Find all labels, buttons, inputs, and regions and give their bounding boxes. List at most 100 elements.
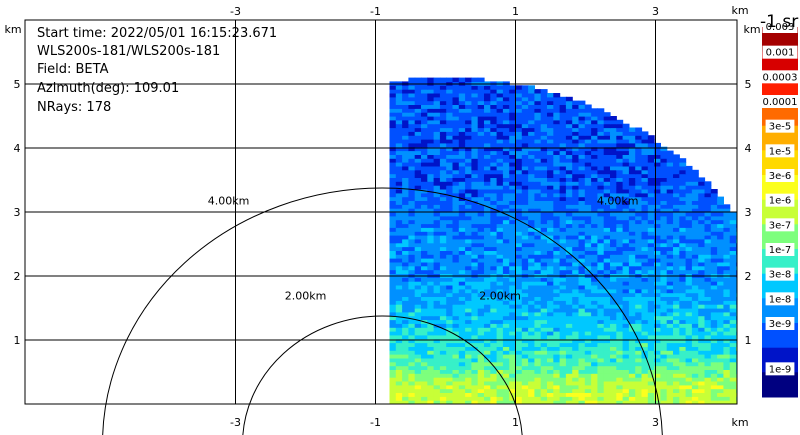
heatmap-cell <box>421 235 428 240</box>
heatmap-cell <box>528 354 535 359</box>
heatmap-cell <box>635 169 643 175</box>
heatmap-cell <box>704 223 712 228</box>
heatmap-cell <box>673 169 680 175</box>
heatmap-cell <box>490 189 498 194</box>
heatmap-cell <box>421 131 428 136</box>
heatmap-cell <box>603 231 611 236</box>
heatmap-cell <box>414 308 422 313</box>
heatmap-cell <box>755 312 762 316</box>
heatmap-cell <box>591 135 598 140</box>
heatmap-cell <box>603 177 611 182</box>
heatmap-cell <box>710 304 718 309</box>
heatmap-cell <box>528 338 535 344</box>
heatmap-cell <box>389 334 397 340</box>
heatmap-cell <box>616 346 624 351</box>
heatmap-cell <box>647 396 655 401</box>
heatmap-cell <box>521 196 529 201</box>
heatmap-cell <box>439 231 447 236</box>
heatmap-cell <box>635 315 643 321</box>
heatmap-cell <box>641 162 649 167</box>
heatmap-cell <box>496 304 504 309</box>
heatmap-cell <box>477 135 485 140</box>
heatmap-cell <box>395 258 403 263</box>
heatmap-cell <box>660 154 668 159</box>
heatmap-cell <box>723 311 731 317</box>
heatmap-cell <box>565 304 573 309</box>
heatmap-cell <box>471 350 479 355</box>
heatmap-cell <box>496 173 504 178</box>
heatmap-cell <box>465 377 472 382</box>
heatmap-cell <box>502 215 510 221</box>
heatmap-cell <box>660 158 668 163</box>
heatmap-cell <box>584 300 592 305</box>
heatmap-cell <box>559 223 567 228</box>
heatmap-cell <box>641 261 649 267</box>
axis-unit-label: km <box>743 23 760 36</box>
heatmap-cell <box>710 338 718 344</box>
heatmap-cell <box>710 246 718 251</box>
heatmap-cell <box>578 319 586 324</box>
heatmap-cell <box>427 235 435 240</box>
heatmap-cell <box>490 377 498 382</box>
heatmap-cell <box>610 131 617 136</box>
heatmap-cell <box>710 323 718 328</box>
heatmap-cell <box>616 296 624 301</box>
heatmap-cell <box>717 208 724 213</box>
heatmap-cell <box>395 189 403 194</box>
heatmap-cell <box>452 242 460 248</box>
heatmap-cell <box>572 162 580 167</box>
heatmap-cell <box>666 258 674 263</box>
heatmap-cell <box>603 142 611 148</box>
heatmap-cell <box>515 258 523 263</box>
heatmap-cell <box>553 350 561 355</box>
heatmap-cell <box>717 304 724 309</box>
heatmap-cell <box>452 219 460 225</box>
heatmap-cell <box>597 361 605 367</box>
heatmap-cell <box>540 254 548 259</box>
heatmap-cell <box>439 357 447 363</box>
heatmap-cell <box>515 142 523 148</box>
heatmap-cell <box>610 223 617 228</box>
heatmap-cell <box>610 127 617 132</box>
heatmap-cell <box>641 315 649 321</box>
heatmap-cell <box>610 400 617 404</box>
heatmap-cell <box>729 315 737 321</box>
heatmap-cell <box>477 292 485 297</box>
heatmap-cell <box>584 281 592 286</box>
heatmap-cell <box>528 139 535 144</box>
heatmap-cell <box>710 350 718 355</box>
heatmap-cell <box>452 308 460 313</box>
heatmap-cell <box>685 327 693 332</box>
heatmap-cell <box>452 392 460 397</box>
heatmap-cell <box>628 242 636 248</box>
heatmap-cell <box>521 131 529 136</box>
heatmap-cell <box>408 212 416 217</box>
heatmap-cell <box>509 89 517 94</box>
heatmap-cell <box>698 227 706 232</box>
heatmap-cell <box>597 165 605 171</box>
heatmap-cell <box>603 212 611 217</box>
heatmap-cell <box>673 154 680 159</box>
heatmap-cell <box>515 177 523 182</box>
heatmap-cell <box>534 212 542 217</box>
heatmap-cell <box>603 269 611 274</box>
heatmap-cell <box>528 311 535 317</box>
heatmap-cell <box>389 231 397 236</box>
heatmap-cell <box>452 327 460 332</box>
heatmap-cell <box>597 304 605 309</box>
heatmap-cell <box>628 189 636 194</box>
heatmap-cell <box>584 135 592 140</box>
heatmap-cell <box>515 388 523 393</box>
heatmap-cell <box>402 346 409 351</box>
heatmap-cell <box>496 242 504 248</box>
heatmap-cell <box>509 242 517 248</box>
heatmap-cell <box>528 254 535 259</box>
heatmap-cell <box>452 131 460 136</box>
heatmap-cell <box>616 269 624 274</box>
heatmap-cell <box>502 346 510 351</box>
heatmap-cell <box>484 112 491 117</box>
heatmap-cell <box>628 292 636 297</box>
heatmap-cell <box>421 369 428 374</box>
heatmap-cell <box>553 212 561 217</box>
heatmap-cell <box>628 135 636 140</box>
